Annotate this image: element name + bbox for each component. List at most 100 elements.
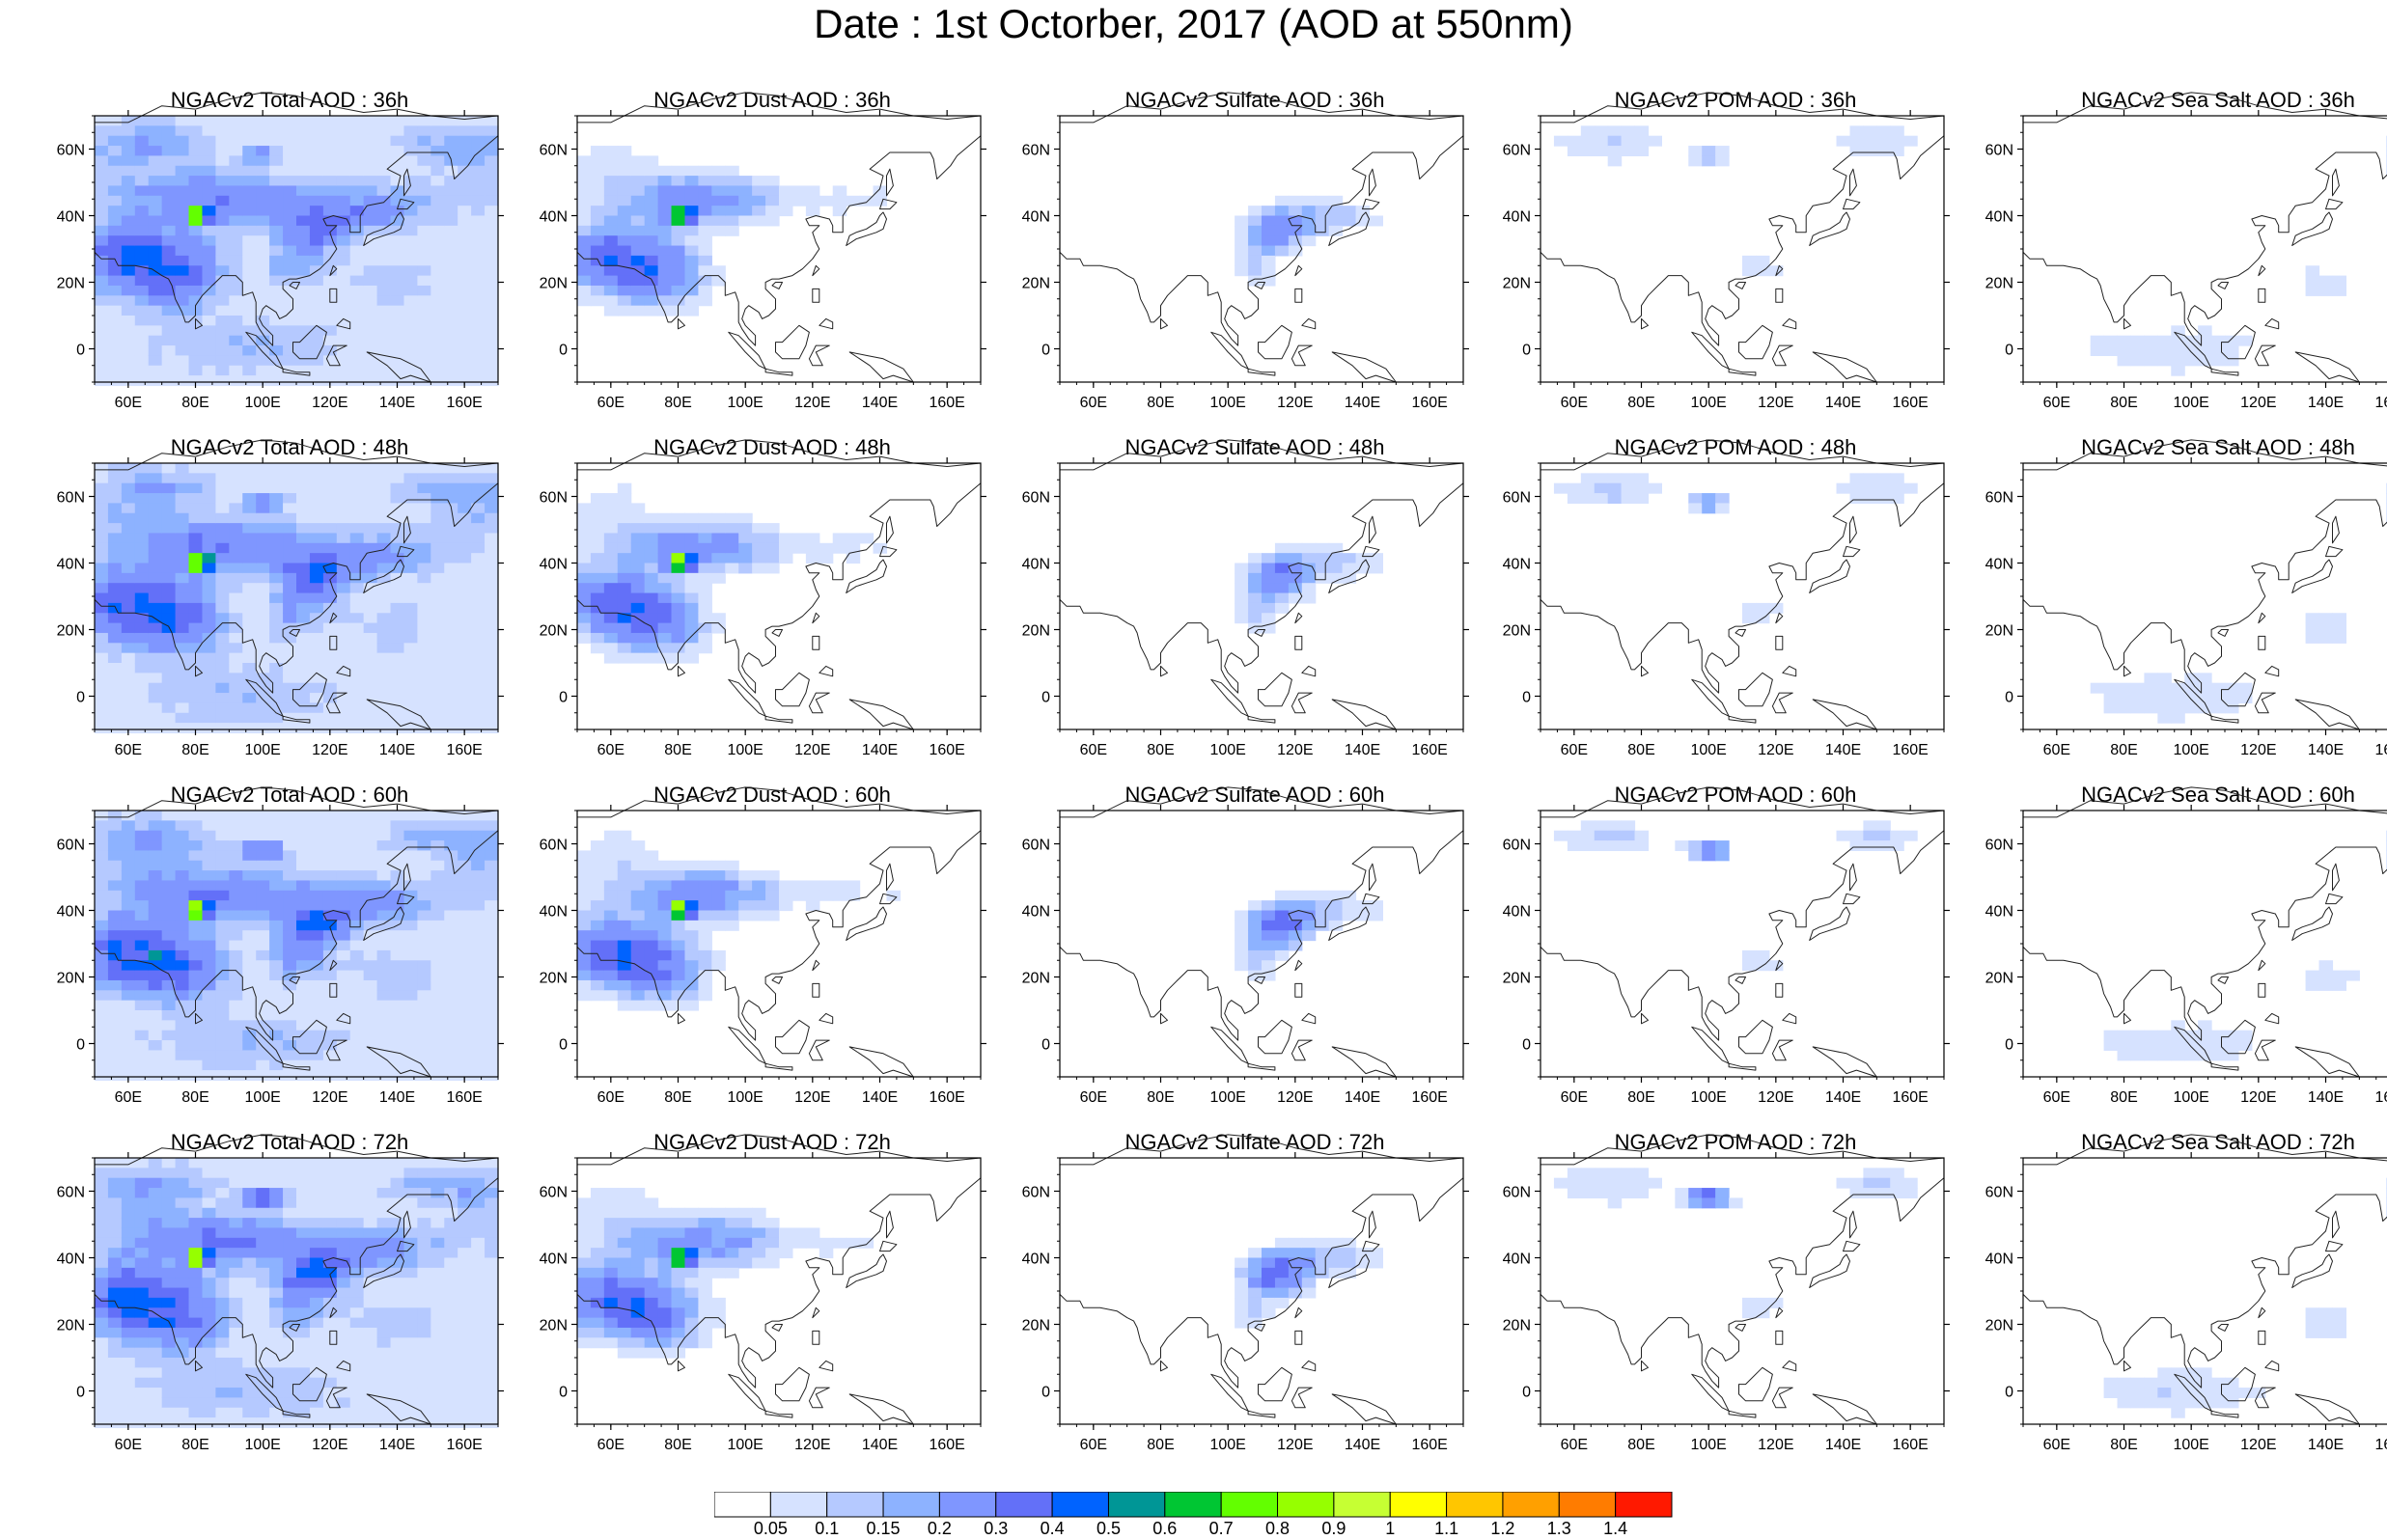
coastlines: [1540, 92, 1945, 383]
lon-tick-label: 80E: [181, 1437, 208, 1453]
lat-tick-label: 20N: [57, 1318, 85, 1334]
lon-tick-label: 160E: [2374, 1089, 2387, 1106]
lat-tick-label: 0: [1522, 690, 1531, 706]
lat-tick-label: 40N: [57, 209, 85, 226]
aod-field: [95, 1158, 499, 1429]
lat-tick-label: 40N: [540, 557, 568, 573]
lon-tick-label: 140E: [862, 1089, 898, 1106]
lat-tick-label: 20N: [1503, 1318, 1531, 1334]
lat-tick-label: 20N: [540, 276, 568, 292]
map-panel-sulfate-48h: NGACv2 Sulfate AOD : 48h 60N 40N 20N 0 60E 80E…: [1013, 434, 1469, 782]
lat-tick-label: 0: [2005, 343, 2013, 359]
colorbar-label: 0.6: [1152, 1519, 1177, 1536]
colorbar-swatch: [1502, 1492, 1560, 1518]
panel-title: NGACv2 Dust AOD : 72h: [653, 1130, 891, 1154]
lat-tick-label: 40N: [1022, 557, 1050, 573]
panel-title: NGACv2 Sulfate AOD : 36h: [1124, 88, 1385, 112]
lon-tick-label: 160E: [2374, 1437, 2387, 1453]
lon-tick-label: 120E: [1758, 395, 1793, 411]
colorbar-swatch: [1558, 1492, 1617, 1518]
lon-tick-label: 140E: [1345, 395, 1380, 411]
colorbar-swatch: [1107, 1492, 1166, 1518]
lat-tick-label: 40N: [1503, 904, 1531, 921]
colorbar-label: 1.2: [1490, 1519, 1514, 1536]
colorbar-swatch: [995, 1492, 1053, 1518]
lon-tick-label: 60E: [115, 1437, 142, 1453]
lon-tick-label: 60E: [1080, 1089, 1107, 1106]
lat-tick-label: 0: [559, 1037, 568, 1054]
lat-tick-label: 20N: [1022, 971, 1050, 987]
lat-tick-label: 40N: [1022, 1251, 1050, 1268]
aod-map: 60N 40N 20N 0 60E 80E 100E 120E 140E 160E: [540, 786, 986, 1106]
colorbar-swatch: [1220, 1492, 1279, 1518]
lon-tick-label: 60E: [1561, 742, 1588, 758]
lat-tick-label: 40N: [1503, 1251, 1531, 1268]
lon-tick-label: 80E: [1147, 395, 1174, 411]
lon-tick-label: 120E: [2240, 395, 2276, 411]
lat-tick-label: 60N: [57, 1185, 85, 1201]
map-panel-pom-48h: NGACv2 POM AOD : 48h 60N 40N 20N 0 60E 80E 100E…: [1494, 434, 1950, 782]
lon-tick-label: 100E: [1209, 395, 1245, 411]
lon-tick-label: 120E: [312, 742, 347, 758]
lon-tick-label: 160E: [446, 1089, 482, 1106]
lon-tick-label: 120E: [794, 395, 830, 411]
lon-tick-label: 80E: [1147, 1089, 1174, 1106]
lon-tick-label: 140E: [1345, 742, 1380, 758]
lon-tick-label: 60E: [597, 395, 625, 411]
lon-tick-label: 120E: [2240, 1437, 2276, 1453]
coastlines: [94, 1134, 499, 1425]
lon-tick-label: 140E: [1825, 1437, 1861, 1453]
lon-tick-label: 80E: [664, 1437, 691, 1453]
map-panel-total-72h: NGACv2 Total AOD : 72h 60N 40N 20N 0 60E 80E 10…: [48, 1129, 504, 1476]
map-panel-pom-72h: NGACv2 POM AOD : 72h 60N 40N 20N 0 60E 80E 100E…: [1494, 1129, 1950, 1476]
lon-tick-label: 80E: [2110, 1437, 2137, 1453]
lon-tick-label: 100E: [727, 742, 763, 758]
aod-map: 60N 40N 20N 0 60E 80E 100E 120E 140E 160E: [1022, 92, 1469, 411]
colorbar-label: 0.4: [1041, 1519, 1065, 1536]
lon-tick-label: 60E: [2043, 1089, 2070, 1106]
map-panel-pom-60h: NGACv2 POM AOD : 60h 60N 40N 20N 0 60E 80E 100E…: [1494, 782, 1950, 1129]
lat-tick-label: 20N: [1985, 623, 2013, 640]
lon-tick-label: 120E: [2240, 742, 2276, 758]
lat-tick-label: 20N: [540, 971, 568, 987]
lon-tick-label: 100E: [1690, 1089, 1726, 1106]
lat-tick-label: 0: [559, 343, 568, 359]
coastlines: [576, 439, 982, 730]
lon-tick-label: 60E: [1561, 395, 1588, 411]
lat-tick-label: 20N: [540, 623, 568, 640]
lon-tick-label: 140E: [1345, 1089, 1380, 1106]
figure-title: Date : 1st Octorber, 2017 (AOD at 550nm): [814, 1, 1573, 46]
lat-tick-label: 40N: [1022, 209, 1050, 226]
lon-tick-label: 120E: [312, 395, 347, 411]
lon-tick-label: 160E: [1411, 1089, 1447, 1106]
colorbar-swatch: [1615, 1492, 1673, 1518]
lat-tick-label: 60N: [540, 838, 568, 854]
lat-tick-label: 40N: [540, 1251, 568, 1268]
lat-tick-label: 0: [559, 690, 568, 706]
lon-tick-label: 100E: [727, 1089, 763, 1106]
lat-tick-label: 60N: [1022, 490, 1050, 507]
colorbar-label: 0.7: [1209, 1519, 1234, 1536]
lat-tick-label: 40N: [1503, 209, 1531, 226]
lon-tick-label: 100E: [2173, 742, 2208, 758]
lon-tick-label: 80E: [664, 395, 691, 411]
aod-field: [2090, 135, 2387, 376]
lat-tick-label: 40N: [1503, 557, 1531, 573]
lon-tick-label: 140E: [1825, 742, 1861, 758]
lat-tick-label: 0: [76, 690, 85, 706]
coastlines: [576, 786, 982, 1078]
colorbar-swatch: [938, 1492, 997, 1518]
colorbar-swatch: [1389, 1492, 1448, 1518]
lon-tick-label: 60E: [1080, 1437, 1107, 1453]
lon-tick-label: 160E: [929, 1437, 964, 1453]
lon-tick-label: 120E: [1277, 742, 1313, 758]
aod-map: 60N 40N 20N 0 60E 80E 100E 120E 140E 160E: [1503, 92, 1950, 411]
aod-map: 60N 40N 20N 0 60E 80E 100E 120E 140E 160E: [57, 439, 504, 758]
coastlines: [94, 92, 499, 383]
lat-tick-label: 40N: [57, 1251, 85, 1268]
lon-tick-label: 60E: [2043, 1437, 2070, 1453]
lat-tick-label: 60N: [1503, 838, 1531, 854]
aod-map: 60N 40N 20N 0 60E 80E 100E 120E 140E 160E: [540, 92, 986, 411]
lon-tick-label: 80E: [1627, 742, 1654, 758]
lat-tick-label: 40N: [540, 904, 568, 921]
